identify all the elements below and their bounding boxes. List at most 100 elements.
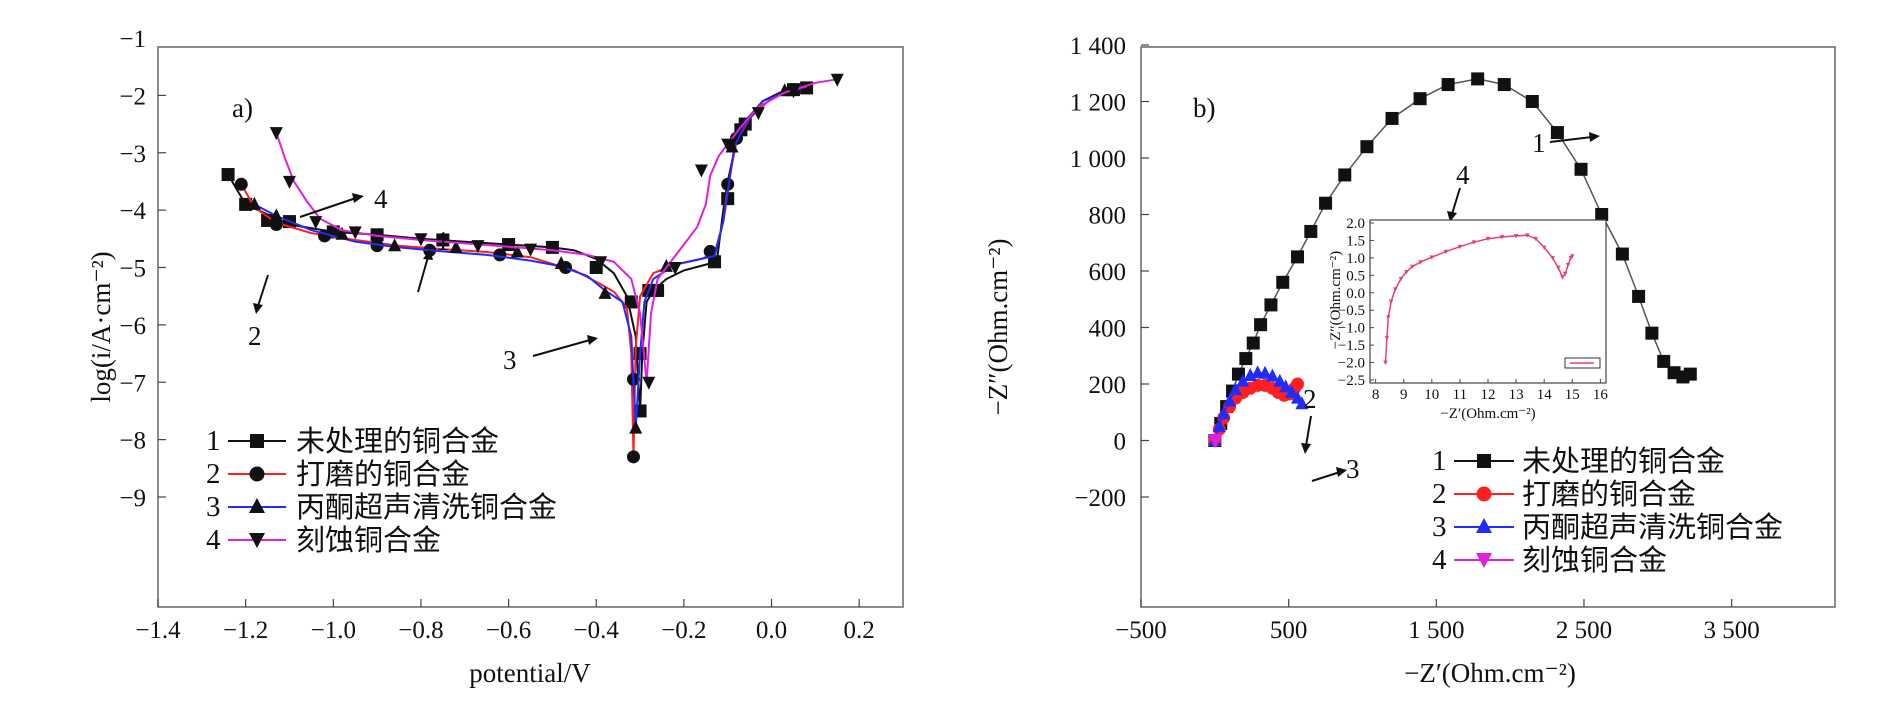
inset-marker bbox=[1541, 245, 1547, 250]
inset-marker bbox=[1533, 236, 1538, 242]
inset-y-tick-label: 0.0 bbox=[1346, 286, 1365, 302]
panel-b-x-axis-label: −Z′(Ohm.cm⁻²) bbox=[1404, 658, 1576, 688]
panel-a-marker-4 bbox=[414, 233, 428, 247]
panel-a-x-tick-label: −0.4 bbox=[574, 617, 620, 644]
panel-b-marker-3 bbox=[1295, 396, 1309, 410]
panel-a-marker-2 bbox=[318, 229, 332, 243]
panel-a-marker-1 bbox=[436, 233, 450, 247]
panel-a-marker-2 bbox=[651, 283, 665, 297]
legend-b-entry-4: 4 刻蚀铜合金 bbox=[1432, 544, 1667, 577]
legend-a-num-4: 4 bbox=[206, 524, 221, 556]
panel-a-marker-3 bbox=[269, 208, 283, 222]
panel-a-y-tick-label: −5 bbox=[119, 256, 146, 283]
panel-a-y-tick-label: −9 bbox=[119, 485, 146, 512]
panel-a-label: a) bbox=[232, 93, 253, 123]
inset-marker bbox=[1513, 234, 1519, 239]
panel-b-series-3 bbox=[1208, 365, 1309, 447]
panel-b-marker-1 bbox=[1497, 78, 1511, 92]
panel-a-y-tick-label: −1 bbox=[119, 26, 146, 53]
legend-b-triangle-up-marker bbox=[1476, 518, 1492, 533]
panel-b-marker-1 bbox=[1246, 336, 1260, 350]
panel-b-marker-1 bbox=[1319, 196, 1333, 210]
panel-b-x-tick-label: −500 bbox=[1115, 617, 1167, 644]
panel-b-marker-1 bbox=[1385, 111, 1399, 125]
annotation-arrowhead-4 bbox=[352, 193, 364, 203]
panel-b-legend: 1 未处理的铜合金 2 打磨的铜合金 3 丙酮超声清洗铜合金 4 bbox=[1432, 445, 1783, 577]
panel-a-y-tick-label: −3 bbox=[119, 141, 146, 168]
inset-marker bbox=[1409, 264, 1415, 270]
legend-a-label-2: 打磨的铜合金 bbox=[296, 458, 470, 491]
panel-b-marker-2 bbox=[1291, 377, 1305, 391]
panel-b-marker-1 bbox=[1254, 318, 1268, 332]
legend-a-num-1: 1 bbox=[206, 425, 221, 457]
inset-x-ticks: 8 9 10 11 12 13 14 15 16 bbox=[1372, 379, 1609, 403]
inset-series bbox=[1383, 233, 1575, 366]
annotation-2-b: 2 bbox=[1303, 384, 1317, 414]
inset-marker bbox=[1565, 262, 1571, 268]
legend-a-entry-3: 3 丙酮超声清洗铜合金 bbox=[206, 491, 557, 524]
legend-b-label-3: 丙酮超声清洗铜合金 bbox=[1522, 511, 1783, 544]
inset-y-tick-label: −0.5 bbox=[1338, 303, 1365, 319]
annotation-arrow-1-b bbox=[1549, 136, 1593, 143]
panel-a-marker-4 bbox=[830, 73, 844, 87]
panel-b-marker-1 bbox=[1595, 208, 1609, 221]
panel-a-marker-4 bbox=[269, 127, 283, 141]
panel-a-curve-4 bbox=[275, 78, 838, 383]
panel-a-x-tick-label: −1.0 bbox=[311, 617, 356, 644]
inset-x-tick-label: 16 bbox=[1593, 387, 1609, 403]
panel-a-marker-3 bbox=[388, 238, 402, 252]
legend-a-label-3: 丙酮超声清洗铜合金 bbox=[296, 491, 557, 524]
panel-b-marker-1 bbox=[1471, 72, 1485, 86]
panel-a-marker-4 bbox=[642, 376, 656, 390]
panel-b-marker-1 bbox=[1291, 250, 1305, 264]
annotation-arrow-3-b bbox=[1311, 471, 1341, 482]
panel-b-y-tick-label: 1 200 bbox=[1070, 90, 1126, 117]
panel-b-marker-1 bbox=[1360, 140, 1374, 154]
panel-a-marker-4 bbox=[348, 226, 362, 240]
panel-b-x-tick-label: 3 500 bbox=[1704, 617, 1760, 644]
panel-b-annotations: 1 4 2 3 bbox=[1301, 128, 1600, 484]
inset-marker bbox=[1570, 254, 1575, 259]
panel-b-label: b) bbox=[1193, 93, 1216, 123]
panel-b-marker-3 bbox=[1212, 418, 1226, 432]
legend-a-num-2: 2 bbox=[206, 458, 221, 490]
inset-x-tick-label: 12 bbox=[1481, 387, 1496, 403]
panel-a-marker-1 bbox=[708, 255, 722, 269]
panel-b-marker-1 bbox=[1657, 354, 1671, 368]
panel-b-marker-1 bbox=[1615, 247, 1629, 261]
panel-a-y-axis-label: log(i/A·cm⁻²) bbox=[86, 251, 116, 402]
legend-b-triangle-down-marker bbox=[1476, 553, 1492, 568]
annotation-arrow-4 bbox=[299, 197, 357, 218]
panel-b-y-tick-label: 800 bbox=[1089, 203, 1127, 230]
annotation-arrowhead-4-b bbox=[1447, 211, 1457, 222]
legend-b-num-3: 3 bbox=[1432, 511, 1447, 543]
panel-b-y-tick-label: 200 bbox=[1089, 372, 1127, 399]
annotation-4-a: 4 bbox=[374, 184, 388, 214]
inset-marker bbox=[1418, 260, 1423, 265]
panel-a-marker-2 bbox=[624, 295, 638, 309]
annotation-arrowhead-1-b bbox=[1589, 132, 1600, 142]
panel-b-marker-3 bbox=[1285, 385, 1299, 398]
inset-y-tick-label: −1.5 bbox=[1338, 338, 1365, 354]
panel-b-y-tick-label: 1 400 bbox=[1070, 33, 1126, 60]
panel-a-y-tick-label: −4 bbox=[119, 198, 146, 225]
panel-a-x-ticks: −1.4 −1.2 −1.0 −0.8 −0.6 −0.4 −0.2 0.0 0.2 bbox=[135, 599, 875, 644]
annotation-arrowhead-3 bbox=[587, 335, 598, 345]
inset-marker bbox=[1443, 249, 1449, 255]
panel-a-y-tick-label: −8 bbox=[119, 428, 146, 455]
legend-a-circle-marker bbox=[249, 466, 265, 482]
annotation-arrowhead-1 bbox=[423, 249, 433, 260]
panel-b-marker-3 bbox=[1229, 382, 1243, 396]
panel-a-marker-2 bbox=[493, 248, 507, 262]
annotation-arrow-2-b bbox=[1305, 415, 1312, 447]
annotation-1-b: 1 bbox=[1532, 128, 1546, 158]
inset-marker bbox=[1550, 256, 1555, 261]
panel-b-marker-1 bbox=[1645, 326, 1659, 340]
panel-b-marker-3 bbox=[1273, 373, 1287, 387]
panel-b-marker-3 bbox=[1223, 393, 1237, 407]
inset-y-axis-label: −Z″(Ohm.cm⁻²) bbox=[1328, 251, 1344, 349]
panel-a-annotations: 4 1 2 3 bbox=[248, 184, 598, 375]
panel-b-y-tick-label: 400 bbox=[1089, 316, 1127, 343]
panel-b-x-ticks: −500 500 1 500 2 500 3 500 bbox=[1115, 599, 1760, 644]
